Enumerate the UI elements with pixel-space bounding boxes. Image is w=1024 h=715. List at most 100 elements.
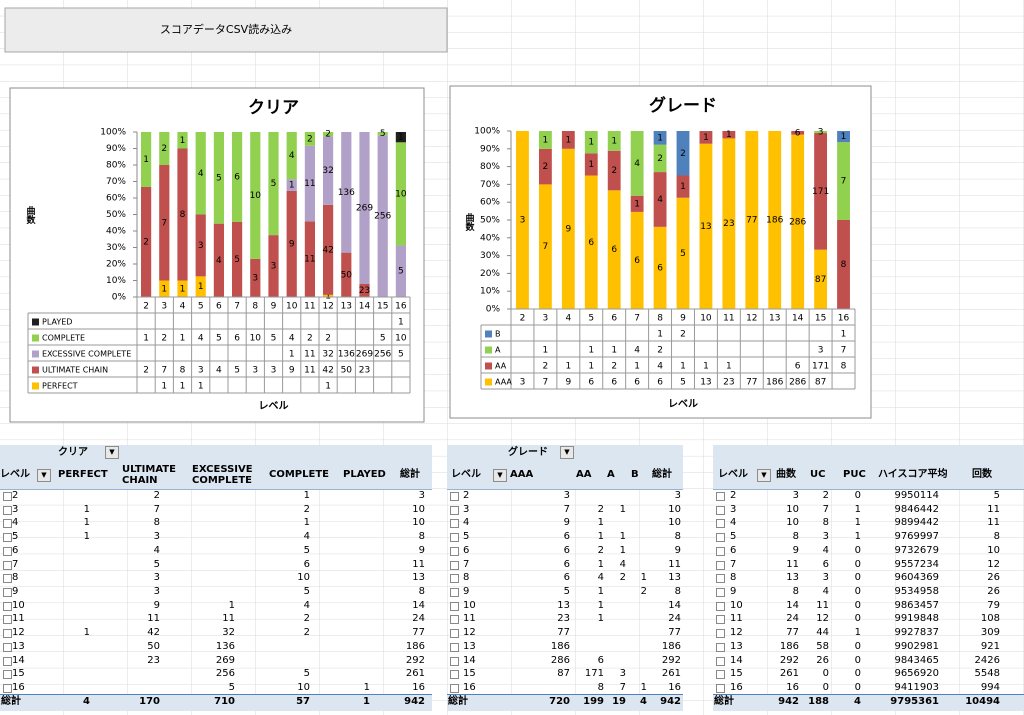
x-tick-label: 12 [746,314,757,324]
bar-value-label: 186 [766,216,783,226]
expand-toggle[interactable] [3,505,12,515]
table-value: 5 [271,334,277,344]
bar-value-label: 6 [795,128,801,138]
row-cell: 9927837 [894,627,939,639]
expand-toggle[interactable] [3,546,12,556]
expand-toggle[interactable] [3,601,12,611]
bar-value-label: 10 [250,191,262,201]
expand-toggle[interactable] [716,519,725,529]
expand-toggle[interactable] [450,642,459,652]
row-cell: 23 [557,613,570,625]
bar-value-label: 50 [341,270,353,280]
bar-segment [286,190,297,297]
expand-toggle[interactable] [3,533,12,543]
expand-toggle[interactable] [716,684,725,694]
row-cell: 8 [822,517,829,529]
x-tick-label: 7 [234,302,240,312]
row-cell: 24 [668,613,681,625]
expand-toggle[interactable] [450,505,459,515]
row-cell: 14 [412,599,425,611]
expand-toggle[interactable] [3,615,12,625]
expand-toggle[interactable] [3,629,12,639]
header-filter-dropdown[interactable]: ▼ [757,469,771,482]
expand-toggle[interactable] [716,560,725,570]
row-cell: 10 [987,544,1000,556]
expand-toggle[interactable] [3,519,12,529]
import-button-label[interactable]: スコアデータCSV読み込み [160,22,292,36]
table-value: 286 [789,378,806,388]
expand-toggle[interactable] [3,588,12,598]
table-value: 6 [795,362,801,372]
y-tick-label: 30% [106,243,126,253]
expand-toggle[interactable] [716,533,725,543]
expand-toggle[interactable] [716,629,725,639]
legend-swatch [485,378,492,386]
bar-value-label: 32 [322,166,333,176]
expand-toggle[interactable] [3,642,12,652]
row-cell: 9902981 [894,640,939,652]
table-value: 7 [841,346,847,356]
row-cell: 6 [563,572,570,584]
import-button[interactable] [4,7,448,53]
expand-toggle[interactable] [3,656,12,666]
expand-toggle[interactable] [450,533,459,543]
expand-toggle[interactable] [3,492,12,501]
expand-toggle[interactable] [450,492,459,501]
total-cell: 4 [854,696,861,707]
expand-toggle[interactable] [716,615,725,625]
filter-dropdown[interactable]: ▼ [105,446,119,459]
total-cell: 4 [83,696,90,707]
row-cell: 5 [993,490,1000,501]
expand-toggle[interactable] [450,684,459,694]
expand-toggle[interactable] [450,670,459,680]
table-value: 6 [657,378,663,388]
row-label: 14 [730,654,743,666]
row-cell: 5548 [974,668,1000,680]
header-band [447,460,683,490]
expand-toggle[interactable] [716,492,725,501]
bar-segment [268,235,279,297]
row-label: 7 [463,558,470,570]
expand-toggle[interactable] [716,588,725,598]
expand-toggle[interactable] [716,601,725,611]
bar-segment [250,132,261,259]
expand-toggle[interactable] [716,656,725,666]
bar-segment [538,148,552,185]
bar-segment [377,135,388,297]
expand-toggle[interactable] [450,546,459,556]
expand-toggle[interactable] [450,601,459,611]
filter-dropdown[interactable]: ▼ [560,446,574,459]
bar-value-label: 286 [789,217,806,227]
expand-toggle[interactable] [450,615,459,625]
expand-toggle[interactable] [716,670,725,680]
expand-toggle[interactable] [716,505,725,515]
row-label: 9 [12,586,19,598]
expand-toggle[interactable] [450,629,459,639]
row-cell: 10 [668,503,681,515]
expand-toggle[interactable] [716,642,725,652]
expand-toggle[interactable] [450,656,459,666]
column-header: ハイスコア平均 [878,469,948,480]
row-label: 15 [12,668,25,680]
legend-label: PLAYED [42,318,72,327]
row-label: 3 [12,503,19,515]
expand-toggle[interactable] [716,546,725,556]
expand-toggle[interactable] [450,560,459,570]
expand-toggle[interactable] [3,670,12,680]
bar-value-label: 11 [304,179,315,189]
expand-toggle[interactable] [3,574,12,584]
expand-toggle[interactable] [3,684,12,694]
table-value: 2 [161,334,167,344]
expand-toggle[interactable] [450,519,459,529]
row-cell: 24 [786,613,799,625]
header-filter-dropdown[interactable]: ▼ [493,469,507,482]
expand-toggle[interactable] [450,574,459,584]
expand-toggle[interactable] [3,560,12,570]
header-filter-dropdown[interactable]: ▼ [37,469,51,482]
x-tick-label: 10 [286,302,298,312]
column-header: レベル [0,469,30,480]
expand-toggle[interactable] [716,574,725,584]
bar-segment [304,132,315,146]
table-value: 2 [657,346,663,356]
expand-toggle[interactable] [450,588,459,598]
